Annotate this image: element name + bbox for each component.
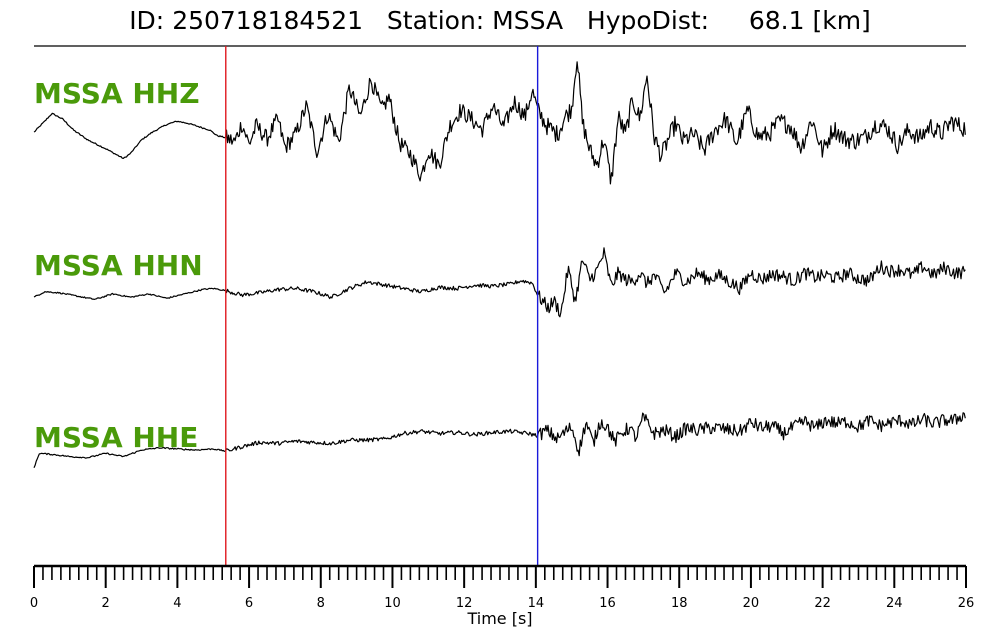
x-tick-label: 18 — [671, 596, 688, 611]
trace-mssa-hhn — [33, 247, 966, 318]
trace-mssa-hhe — [33, 412, 966, 469]
x-tick-label: 0 — [30, 596, 38, 611]
x-tick-label: 2 — [102, 596, 110, 611]
title-dist-label: HypoDist: — [586, 6, 710, 35]
x-tick-label: 8 — [317, 596, 325, 611]
x-tick-label: 6 — [245, 596, 253, 611]
x-tick-label: 14 — [528, 596, 545, 611]
x-tick-label: 12 — [456, 596, 473, 611]
x-tick-label: 16 — [599, 596, 616, 611]
x-tick-label: 26 — [958, 596, 975, 611]
title-station-label: Station: — [386, 6, 485, 35]
title-dist-unit: [km] — [812, 6, 871, 35]
chart-title: ID: 250718184521 Station: MSSA HypoDist:… — [0, 6, 1000, 35]
title-dist-value: 68.1 — [748, 6, 805, 35]
title-id-label: ID: — [129, 6, 165, 35]
x-axis-label: Time [s] — [466, 609, 532, 628]
x-tick-label: 20 — [743, 596, 760, 611]
x-tick-label: 10 — [384, 596, 401, 611]
title-station-value: MSSA — [492, 6, 564, 35]
trace-label-mssa-hhz: MSSA HHZ — [34, 77, 200, 110]
title-id-value: 250718184521 — [172, 6, 364, 35]
x-tick-label: 4 — [173, 596, 181, 611]
trace-label-mssa-hhe: MSSA HHE — [34, 421, 198, 454]
trace-label-mssa-hhn: MSSA HHN — [34, 249, 203, 282]
trace-mssa-hhz — [33, 61, 966, 185]
x-tick-label: 24 — [886, 596, 903, 611]
x-tick-label: 22 — [814, 596, 831, 611]
